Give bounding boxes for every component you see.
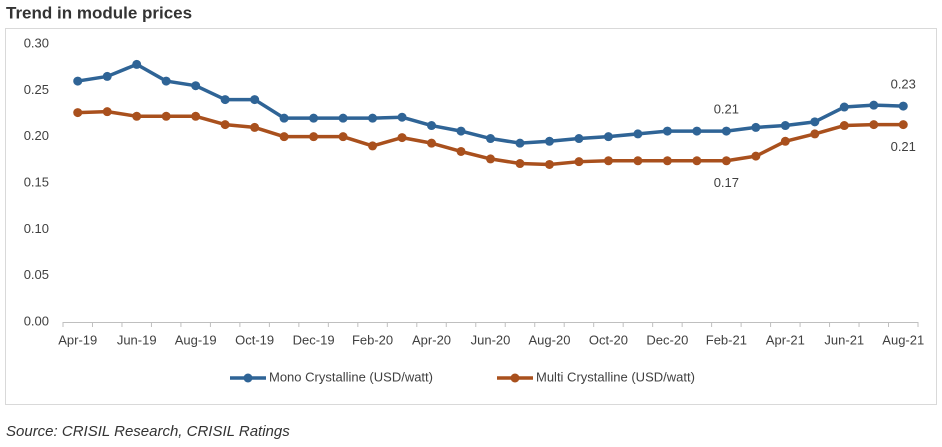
y-tick-label: 0.20 bbox=[24, 128, 49, 143]
data-point bbox=[73, 108, 83, 118]
data-point bbox=[309, 132, 319, 142]
data-point bbox=[338, 113, 348, 123]
data-point bbox=[780, 121, 790, 131]
x-tick-label: Aug-19 bbox=[175, 332, 217, 347]
data-point bbox=[603, 132, 613, 142]
data-point bbox=[220, 95, 230, 105]
data-point bbox=[132, 111, 142, 121]
data-point bbox=[721, 126, 731, 136]
data-point bbox=[721, 156, 731, 166]
data-point bbox=[73, 76, 83, 86]
data-point bbox=[898, 120, 908, 130]
data-label: 0.23 bbox=[891, 77, 916, 92]
data-point bbox=[486, 134, 495, 144]
data-point bbox=[456, 126, 466, 136]
x-tick-label: Dec-20 bbox=[646, 332, 688, 347]
data-point bbox=[810, 117, 820, 127]
data-point bbox=[810, 129, 820, 139]
data-point bbox=[692, 156, 702, 166]
legend-label: Multi Crystalline (USD/watt) bbox=[536, 369, 695, 384]
series-line bbox=[77, 62, 904, 145]
x-tick-label: Oct-20 bbox=[589, 332, 628, 347]
data-point bbox=[515, 159, 525, 169]
x-tick-label: Jun-21 bbox=[824, 332, 864, 347]
data-point bbox=[397, 112, 407, 122]
data-point bbox=[633, 129, 643, 139]
data-point bbox=[427, 121, 437, 131]
data-point bbox=[486, 154, 495, 164]
x-tick-label: Apr-21 bbox=[766, 332, 805, 347]
data-point bbox=[544, 159, 554, 169]
data-point bbox=[898, 101, 908, 111]
y-tick-label: 0.05 bbox=[24, 267, 49, 282]
y-tick-label: 0.25 bbox=[24, 82, 49, 97]
x-tick-label: Jun-20 bbox=[471, 332, 511, 347]
data-point bbox=[191, 81, 201, 91]
source-note: Source: CRISIL Research, CRISIL Ratings bbox=[6, 423, 290, 440]
chart-frame bbox=[5, 28, 937, 405]
data-point bbox=[161, 111, 171, 121]
x-tick-label: Aug-20 bbox=[529, 332, 571, 347]
data-label: 0.21 bbox=[891, 139, 916, 154]
data-point bbox=[397, 133, 407, 143]
data-point bbox=[869, 120, 879, 130]
data-point bbox=[250, 95, 260, 105]
data-point bbox=[456, 146, 466, 156]
data-point bbox=[780, 136, 790, 146]
data-point bbox=[191, 111, 201, 121]
x-tick-label: Feb-20 bbox=[352, 332, 393, 347]
data-point bbox=[250, 122, 260, 132]
data-point bbox=[574, 134, 584, 144]
data-point bbox=[574, 157, 584, 167]
data-point bbox=[751, 122, 761, 132]
x-tick-label: Jun-19 bbox=[117, 332, 157, 347]
x-tick-label: Dec-19 bbox=[293, 332, 335, 347]
x-tick-label: Apr-19 bbox=[58, 332, 97, 347]
data-point bbox=[869, 100, 879, 110]
data-point bbox=[515, 138, 525, 148]
data-point bbox=[309, 113, 319, 123]
x-tick-label: Oct-19 bbox=[235, 332, 274, 347]
y-tick-label: 0.30 bbox=[24, 35, 49, 50]
data-point bbox=[161, 76, 171, 86]
data-point bbox=[751, 151, 761, 161]
y-tick-label: 0.15 bbox=[24, 174, 49, 189]
data-point bbox=[368, 141, 378, 151]
data-label: 0.17 bbox=[714, 175, 739, 190]
data-point bbox=[279, 132, 289, 142]
x-tick-label: Feb-21 bbox=[706, 332, 747, 347]
data-label: 0.21 bbox=[714, 102, 739, 117]
data-point bbox=[839, 121, 849, 131]
data-point bbox=[220, 120, 230, 130]
data-point bbox=[544, 136, 554, 146]
y-tick-label: 0.00 bbox=[24, 313, 49, 328]
data-point bbox=[692, 126, 702, 136]
data-point bbox=[427, 138, 437, 148]
legend-marker bbox=[243, 373, 253, 383]
x-tick-label: Aug-21 bbox=[882, 332, 924, 347]
legend-label: Mono Crystalline (USD/watt) bbox=[269, 369, 433, 384]
data-point bbox=[338, 132, 348, 142]
data-point bbox=[662, 156, 672, 166]
data-point bbox=[102, 71, 112, 81]
x-tick-label: Apr-20 bbox=[412, 332, 451, 347]
data-point bbox=[633, 156, 643, 166]
data-point bbox=[839, 102, 849, 112]
data-point bbox=[279, 113, 289, 123]
data-point bbox=[132, 59, 142, 69]
chart-title: Trend in module prices bbox=[6, 3, 192, 22]
data-point bbox=[603, 156, 613, 166]
y-tick-label: 0.10 bbox=[24, 221, 49, 236]
data-point bbox=[368, 113, 378, 123]
data-point bbox=[102, 107, 112, 117]
legend-marker bbox=[510, 373, 520, 383]
data-point bbox=[662, 126, 672, 136]
